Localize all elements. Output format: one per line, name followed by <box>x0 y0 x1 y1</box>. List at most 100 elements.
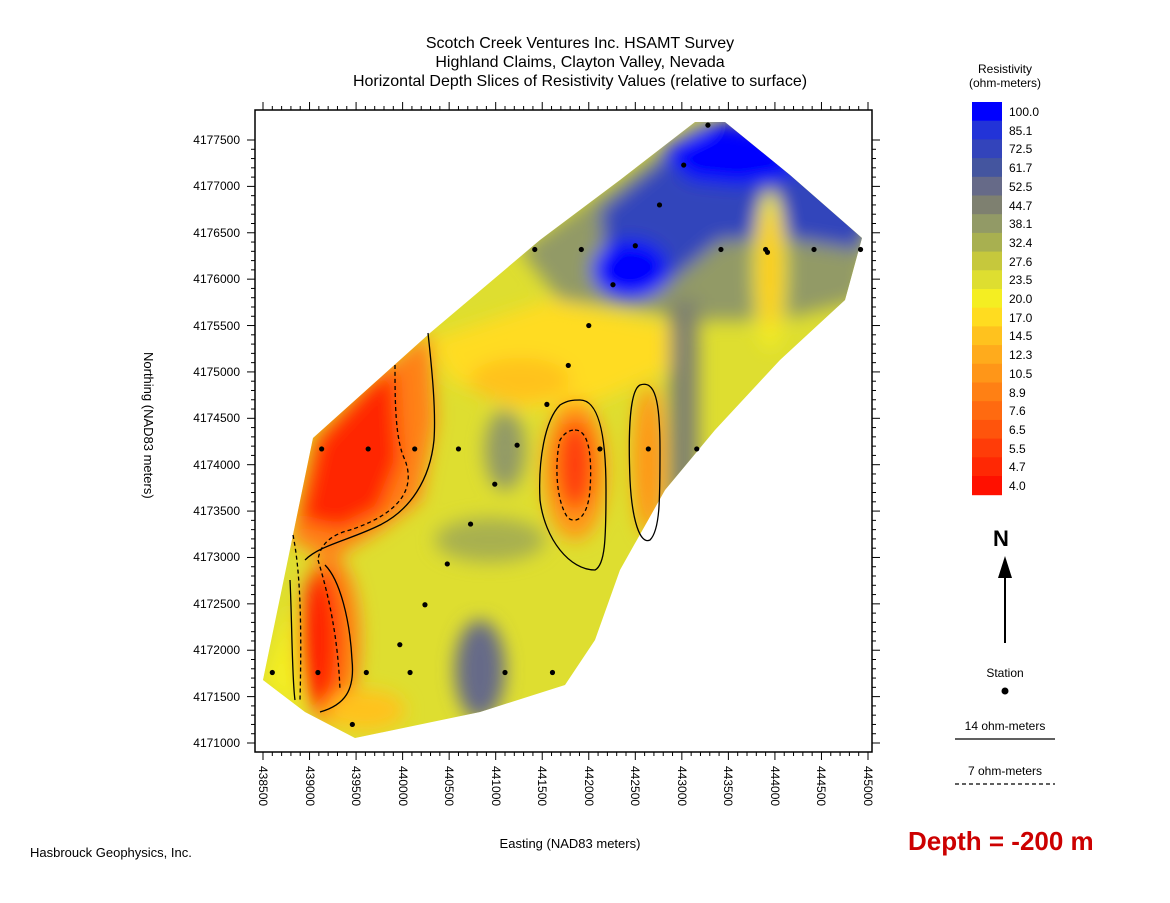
contour-label-14: 14 ohm-meters <box>964 719 1046 733</box>
station-point <box>514 442 520 448</box>
station-point <box>586 322 592 329</box>
legend-swatch <box>972 270 1002 290</box>
station-point <box>681 162 687 168</box>
contour-7-sw2 <box>317 559 341 691</box>
contour-14-east2 <box>628 383 661 542</box>
legend-value: 100.0 <box>1009 105 1040 119</box>
legend-value: 6.5 <box>1009 422 1026 437</box>
legend-swatch <box>972 419 1002 440</box>
legend-value: 38.1 <box>1009 217 1033 232</box>
title-line-2: Highland Claims, Clayton Valley, Nevada <box>435 54 725 71</box>
contour-label-7: 7 ohm-meters <box>967 764 1043 778</box>
y-tick-label: 4174500 <box>193 411 240 426</box>
legend-swatch <box>972 401 1002 421</box>
x-tick-label: 445000 <box>861 766 875 807</box>
station-point <box>363 669 369 676</box>
station-point <box>502 669 508 676</box>
legend-value: 61.7 <box>1009 161 1033 176</box>
legend-value: 14.5 <box>1009 329 1033 344</box>
legend-swatch <box>972 158 1002 178</box>
contour-14-sw <box>289 579 296 701</box>
legend-swatch <box>972 195 1002 215</box>
station-label: Station <box>986 666 1024 680</box>
x-axis-label: Easting (NAD83 meters) <box>499 836 641 851</box>
legend-value: 8.9 <box>1009 385 1026 400</box>
station-point <box>412 446 418 452</box>
station-point <box>705 122 711 128</box>
x-tick-label: 441000 <box>488 766 503 807</box>
station-point <box>656 202 663 208</box>
legend-value: 52.5 <box>1009 179 1033 194</box>
legend-swatch <box>972 251 1002 271</box>
station-point <box>718 246 724 253</box>
station-point <box>544 401 550 407</box>
station-point <box>365 446 371 452</box>
station-point <box>397 642 403 648</box>
station-point <box>455 446 462 452</box>
legend-title: Resistivity (ohm-meters) <box>940 62 1070 90</box>
y-tick-label: 4173500 <box>193 504 240 519</box>
station-point <box>694 446 700 452</box>
legend-swatch <box>972 232 1002 253</box>
y-tick-label: 4175500 <box>193 318 240 333</box>
y-tick-label: 4173000 <box>193 550 240 565</box>
station-point <box>597 446 603 452</box>
legend-swatch <box>972 363 1002 383</box>
depth-label: Depth = -200 m <box>908 826 1094 856</box>
x-tick-label: 440500 <box>442 766 457 807</box>
legend-swatch <box>972 326 1002 346</box>
station-points <box>269 122 864 728</box>
legend-swatch <box>972 102 1002 122</box>
legend-colorbar <box>972 102 1002 496</box>
legend-title-line-2: (ohm-meters) <box>968 76 1041 90</box>
x-tick-label: 438500 <box>256 766 270 807</box>
legend-swatch <box>972 139 1002 159</box>
legend-value: 4.0 <box>1009 479 1026 493</box>
y-tick-label: 4171500 <box>193 689 240 704</box>
contour-14-sw2 <box>319 564 354 713</box>
legend-value: 12.3 <box>1009 348 1033 363</box>
station-point <box>467 521 474 527</box>
station-point <box>269 669 275 676</box>
legend-swatch <box>972 214 1002 234</box>
station-point <box>565 362 571 369</box>
resistivity-field <box>263 122 862 738</box>
north-arrow-icon <box>998 556 1012 643</box>
north-label: N <box>993 526 1009 551</box>
legend-swatch <box>972 289 1002 309</box>
legend-swatch <box>972 176 1002 196</box>
y-tick-label: 4176000 <box>193 272 240 287</box>
legend-swatch <box>972 345 1002 365</box>
x-tick-label: 439000 <box>302 766 317 807</box>
legend-value: 72.5 <box>1009 142 1033 157</box>
company-name: Hasbrouck Geophysics, Inc. <box>30 845 192 860</box>
x-tick-label: 440000 <box>395 766 410 807</box>
legend-swatch <box>972 120 1002 140</box>
legend-value: 20.0 <box>1009 292 1033 306</box>
x-tick-label: 443500 <box>721 766 736 807</box>
legend-swatch <box>972 438 1002 458</box>
y-tick-label: 4175000 <box>193 364 240 379</box>
station-point <box>764 249 771 255</box>
y-tick-label: 4177500 <box>193 133 240 147</box>
station-point <box>315 669 321 676</box>
legend-value: 5.5 <box>1009 441 1026 456</box>
station-point <box>422 602 428 608</box>
x-tick-label: 439500 <box>349 766 364 807</box>
station-point <box>407 669 413 676</box>
legend-value: 85.1 <box>1009 123 1033 138</box>
contour-7-sw <box>292 534 302 701</box>
station-point <box>319 446 325 452</box>
x-tick-label: 444000 <box>767 766 782 807</box>
legend-value: 10.5 <box>1009 366 1033 381</box>
legend-title-line-1: Resistivity <box>977 62 1032 76</box>
contour-14-west <box>304 332 436 561</box>
legend-value: 32.4 <box>1009 235 1033 250</box>
legend-value: 17.0 <box>1009 310 1033 325</box>
legend-swatch <box>972 307 1002 327</box>
legend-value: 23.5 <box>1009 273 1033 288</box>
x-tick-label: 444500 <box>814 766 829 807</box>
contour-14-east <box>539 399 607 571</box>
y-tick-label: 4174000 <box>193 457 240 472</box>
